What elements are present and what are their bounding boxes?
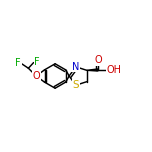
Text: F: F — [15, 58, 21, 68]
Text: OH: OH — [107, 65, 122, 75]
Text: S: S — [73, 80, 79, 90]
Text: O: O — [32, 71, 40, 81]
Polygon shape — [87, 69, 98, 71]
Text: N: N — [72, 62, 79, 72]
Text: O: O — [94, 55, 102, 65]
Text: F: F — [34, 57, 40, 67]
